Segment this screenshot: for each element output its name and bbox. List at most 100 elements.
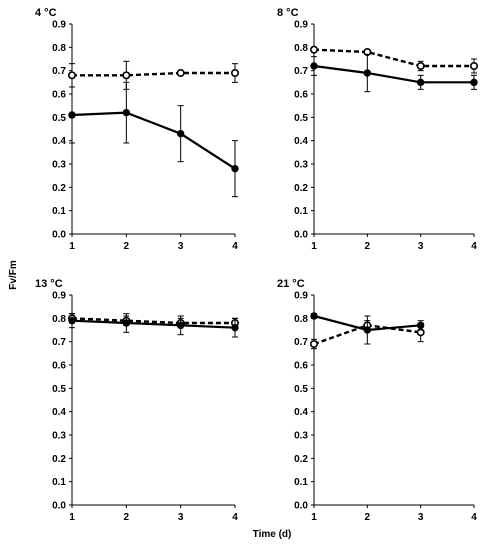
data-point-open (469, 61, 478, 70)
series-solid (68, 81, 239, 198)
data-point-filled (68, 111, 76, 119)
series-line (71, 317, 235, 325)
y-tick-label: 0.8 (294, 43, 308, 54)
y-tick-label: 0.1 (52, 477, 66, 488)
data-point-open (416, 61, 425, 70)
y-tick-label: 0.6 (294, 361, 308, 372)
chart-panel-1: 0.0 0.1 0.2 0.3 0.4 0.5 0.6 0.7 0.8 0.9 1 2 3 4 4 °C (35, 7, 240, 252)
x-tick-label: 1 (69, 512, 75, 523)
data-point-filled (122, 319, 131, 327)
data-point-filled (122, 108, 131, 117)
x-tick-label: 4 (232, 512, 238, 523)
data-point-open (309, 45, 318, 54)
data-point-filled (231, 323, 239, 332)
y-tick-label: 0.9 (294, 291, 308, 302)
data-point-filled (176, 321, 185, 330)
y-tick-label: 0.7 (52, 337, 66, 348)
x-tick-label: 2 (365, 241, 371, 252)
series-solid (310, 312, 425, 345)
y-tick-label: 0.0 (294, 501, 308, 512)
y-tick-label: 0.9 (294, 20, 308, 31)
x-tick-label: 2 (124, 241, 130, 252)
x-tick-label: 4 (471, 512, 477, 523)
y-tick-label: 0.2 (52, 454, 66, 465)
y-tick-label: 0.3 (52, 160, 66, 171)
y-axis-label: Fv/Fm (8, 260, 19, 290)
data-point-filled (363, 69, 372, 77)
data-point-filled (310, 312, 318, 320)
panels: 0.00.10.20.30.40.50.60.70.80.91 2 3 44 °C0.… (35, 7, 478, 523)
panel-title: 13 °C (35, 278, 63, 290)
y-tick-label: 0.2 (52, 183, 66, 194)
series-solid (310, 53, 478, 93)
series-line (71, 111, 236, 170)
y-tick-label: 0.1 (52, 206, 66, 217)
data-point-open (231, 69, 240, 78)
chart-panel-2: 0.0 0.1 0.2 0.3 0.4 0.5 0.6 0.7 0.8 0.9 1 2 3 4 8 °C (277, 7, 478, 252)
x-axis-label: Time (d) (253, 529, 292, 540)
y-tick-label: 0.3 (294, 160, 308, 171)
y-tick-label: 0.5 (52, 113, 66, 124)
data-point-filled (310, 62, 318, 70)
series-solid (68, 313, 239, 338)
chart-panel-4: 0.0 0.1 0.2 0.3 0.4 0.5 0.6 0.7 0.8 0.9 1 2 3 4 21 °C (277, 278, 477, 523)
data-point-open (122, 71, 131, 80)
y-tick-label: 0.0 (294, 230, 308, 241)
series-dashed (68, 60, 240, 90)
data-point-filled (416, 78, 425, 87)
data-point-filled (176, 129, 185, 138)
data-point-filled (231, 164, 239, 173)
x-tick-label: 3 (418, 241, 424, 252)
y-tick-label: 0.1 (294, 477, 308, 488)
y-tick-label: 0.4 (52, 136, 66, 147)
y-tick-label: 0.8 (52, 314, 66, 325)
x-tick-label: 4 (471, 241, 477, 252)
x-tick-label: 3 (418, 512, 424, 523)
x-tick-label: 1 (69, 241, 75, 252)
x-tick-label: 1 (311, 241, 317, 252)
chart-panel-3: 0.0 0.1 0.2 0.3 0.4 0.5 0.6 0.7 0.8 0.9 1 2 3 4 13 °C (35, 278, 240, 523)
y-tick-label: 0.2 (294, 454, 308, 465)
y-tick-label: 0.5 (294, 113, 308, 124)
panel-title: 8 °C (277, 7, 299, 19)
data-point-filled (470, 78, 478, 87)
y-tick-label: 0.0 (52, 230, 66, 241)
x-tick-label: 1 (311, 512, 317, 523)
x-tick-label: 2 (124, 512, 130, 523)
y-tick-label: 0.6 (52, 90, 66, 101)
y-tick-label: 0.1 (294, 206, 308, 217)
series-line (72, 71, 235, 77)
y-tick-label: 0.6 (294, 90, 308, 101)
data-point-open (176, 69, 185, 78)
data-point-open (309, 339, 318, 348)
data-point-filled (68, 316, 76, 325)
series-line (313, 64, 474, 84)
y-tick-label: 0.3 (294, 431, 308, 442)
series-dashed (309, 45, 478, 74)
x-tick-label: 2 (365, 512, 371, 523)
y-tick-label: 0.7 (52, 66, 66, 77)
y-tick-label: 0.7 (294, 66, 308, 77)
data-point-open (68, 71, 77, 80)
y-tick-label: 0.8 (52, 43, 66, 54)
y-tick-label: 0.9 (52, 20, 66, 31)
y-tick-label: 0.4 (294, 407, 308, 418)
series-line (71, 319, 236, 329)
panel-title: 21 °C (277, 278, 305, 290)
panel-title: 4 °C (35, 7, 57, 19)
y-tick-label: 0.5 (294, 384, 308, 395)
y-tick-label: 0.5 (52, 384, 66, 395)
x-tick-label: 3 (178, 512, 184, 523)
y-tick-label: 0.7 (294, 337, 308, 348)
y-tick-label: 0.9 (52, 291, 66, 302)
y-tick-label: 0.4 (294, 136, 308, 147)
x-tick-label: 3 (178, 241, 184, 252)
y-tick-label: 0.0 (52, 501, 66, 512)
data-point-filled (363, 326, 372, 334)
y-tick-label: 0.8 (294, 314, 308, 325)
data-point-filled (416, 321, 425, 330)
y-tick-label: 0.3 (52, 431, 66, 442)
y-tick-label: 0.4 (52, 407, 66, 418)
y-tick-label: 0.6 (52, 361, 66, 372)
